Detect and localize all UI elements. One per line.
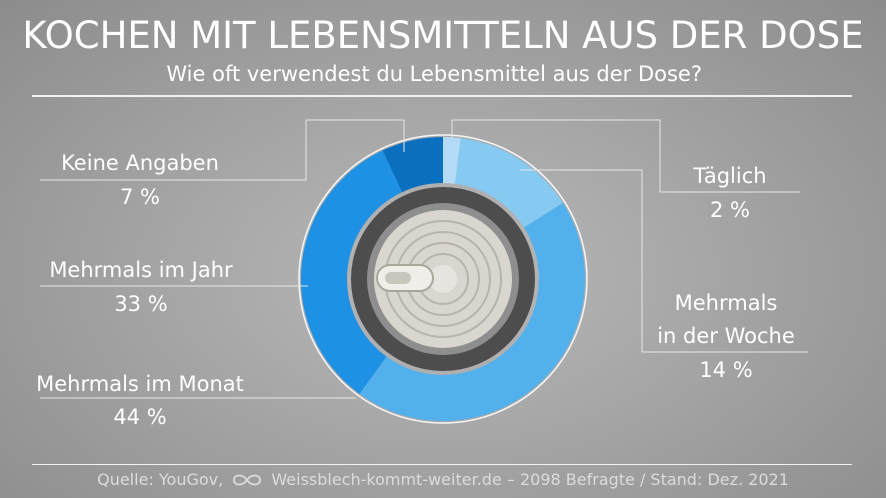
leader-line-taeglich bbox=[451, 119, 800, 193]
source-prefix: Quelle: YouGov, bbox=[97, 470, 224, 489]
slice-label-2: in der Woche bbox=[657, 324, 795, 348]
donut-slice-1 bbox=[443, 137, 461, 184]
donut-slice-2 bbox=[455, 138, 563, 228]
leader-line-woche bbox=[520, 169, 808, 353]
donut-slice-5 bbox=[382, 137, 443, 193]
page-title: KOCHEN MIT LEBENSMITTELN AUS DER DOSE bbox=[22, 14, 864, 57]
can-pull-tab-hole bbox=[385, 272, 411, 284]
header-divider bbox=[32, 95, 852, 97]
leader-line-keine bbox=[40, 119, 405, 181]
footer-divider bbox=[32, 464, 852, 465]
slice-label-1: Täglich bbox=[693, 164, 767, 188]
outer-ring bbox=[298, 134, 588, 424]
slice-value-2: 14 % bbox=[699, 358, 753, 382]
slice-value-3: 44 % bbox=[113, 405, 167, 429]
infinity-icon bbox=[230, 472, 264, 492]
source-footer: Quelle: YouGov, Weissblech-kommt-weiter.… bbox=[0, 470, 886, 492]
page-subtitle: Wie oft verwendest du Lebensmittel aus d… bbox=[166, 62, 702, 86]
slice-value-5: 7 % bbox=[120, 185, 160, 209]
donut-slice-3 bbox=[359, 202, 585, 422]
donut-slice-4 bbox=[301, 150, 403, 394]
slice-value-4: 33 % bbox=[114, 292, 168, 316]
slice-value-1: 2 % bbox=[710, 198, 750, 222]
slice-label-3: Mehrmals im Monat bbox=[36, 372, 244, 396]
slice-label-2: Mehrmals bbox=[674, 291, 778, 315]
slice-label-5: Keine Angaben bbox=[61, 151, 219, 175]
source-text: Weissblech-kommt-weiter.de – 2098 Befrag… bbox=[271, 470, 789, 489]
slice-label-4: Mehrmals im Jahr bbox=[49, 258, 233, 282]
can-lid-center bbox=[429, 265, 457, 293]
